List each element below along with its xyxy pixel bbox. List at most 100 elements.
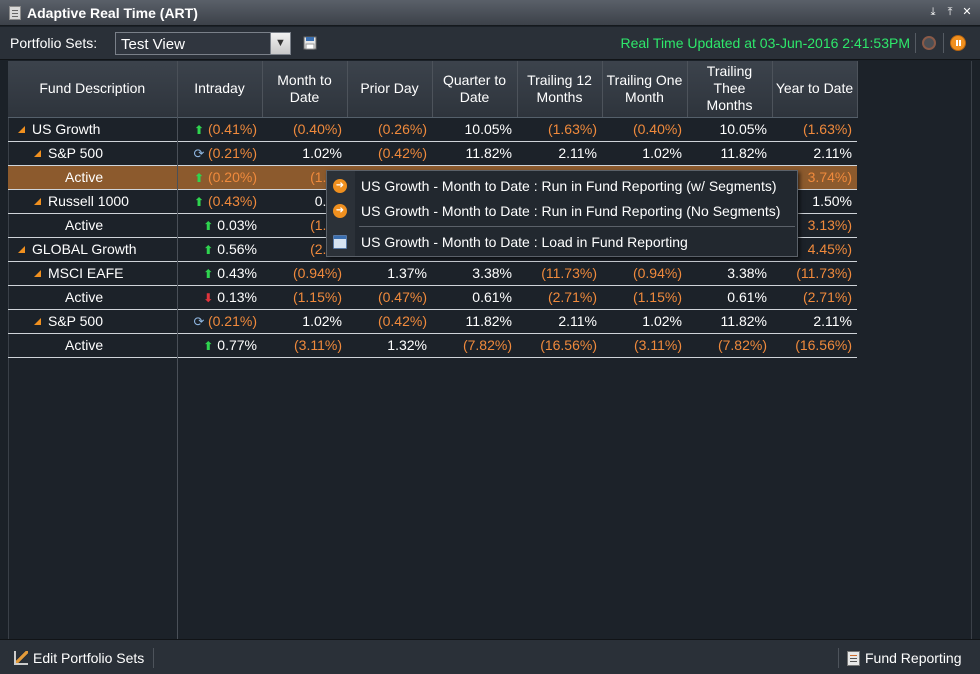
value-cell[interactable]: 2.11% [517,309,602,334]
expand-toggle-icon[interactable] [34,150,41,157]
value-cell[interactable]: 11.82% [432,309,517,334]
value-cell[interactable]: (16.56%) [517,333,602,358]
table-row[interactable]: Active ⬇ 0.13% (1.15%) (0.47%) 0.61% (2.71%) (1… [8,285,857,310]
intraday-cell[interactable]: ⬆ 0.43% [177,261,262,286]
value-cell[interactable]: 11.82% [432,141,517,166]
arrow-up-icon: ⬆ [193,123,204,137]
fund-description-cell[interactable]: S&P 500 [8,141,177,166]
expand-toggle-icon[interactable] [18,246,25,253]
value-cell[interactable]: 11.82% [687,309,772,334]
value-cell[interactable]: (3.11%) [262,333,347,358]
value-cell[interactable]: (11.73%) [517,261,602,286]
chevron-down-icon[interactable]: ▼ [270,33,290,54]
value-cell[interactable]: (0.47%) [347,285,432,310]
expand-toggle-icon[interactable] [18,126,25,133]
col-header-trailing-12-months[interactable]: Trailing 12 Months [517,61,603,118]
value-cell[interactable]: (0.40%) [262,117,347,142]
intraday-cell[interactable]: ⬆ 0.03% [177,213,262,238]
maximize-icon[interactable]: ⤒ [947,5,953,18]
fund-description-cell[interactable]: Active [8,213,177,238]
value-cell[interactable]: 2.11% [517,141,602,166]
value-cell[interactable]: (1.15%) [602,285,687,310]
fund-description-cell[interactable]: Active [8,333,177,358]
intraday-cell[interactable]: ⬆ 0.56% [177,237,262,262]
portfolio-sets-select[interactable]: Test View ▼ [115,32,291,55]
value-cell[interactable]: 11.82% [687,141,772,166]
expand-toggle-icon[interactable] [34,270,41,277]
table-row[interactable]: S&P 500 ⟳ (0.21%) 1.02% (0.42%) 11.82% 2.11% 1.… [8,141,857,166]
fund-reporting-button[interactable]: Fund Reporting [847,650,962,666]
table-row[interactable]: MSCI EAFE ⬆ 0.43% (0.94%) 1.37% 3.38% (11.73%)… [8,261,857,286]
intraday-cell[interactable]: ⬆ (0.41%) [177,117,262,142]
cell-value: 0.56% [217,241,257,257]
fund-description-cell[interactable]: US Growth [8,117,177,142]
value-cell[interactable]: (0.42%) [347,141,432,166]
stop-icon[interactable] [922,36,936,50]
fund-description-cell[interactable]: S&P 500 [8,309,177,334]
col-header-year-to-date[interactable]: Year to Date [772,61,858,118]
col-header-month-to-date[interactable]: Month to Date [262,61,348,118]
value-cell[interactable]: 1.37% [347,261,432,286]
intraday-cell[interactable]: ⬆ (0.20%) [177,165,262,190]
intraday-cell[interactable]: ⬆ (0.43%) [177,189,262,214]
fund-description-cell[interactable]: Active [8,285,177,310]
save-icon[interactable] [303,34,317,51]
value-cell[interactable]: (0.94%) [262,261,347,286]
col-header-trailing-one-month[interactable]: Trailing One Month [602,61,688,118]
value-cell[interactable]: (2.71%) [517,285,602,310]
value-cell[interactable]: 1.02% [602,309,687,334]
col-header-trailing-three-months[interactable]: Trailing Thee Months [687,61,773,118]
value-cell[interactable]: (7.82%) [687,333,772,358]
col-header-prior-day[interactable]: Prior Day [347,61,433,118]
fund-description-cell[interactable]: MSCI EAFE [8,261,177,286]
value-cell[interactable]: (0.40%) [602,117,687,142]
col-header-fund-description[interactable]: Fund Description [8,61,178,118]
menu-item-run-no-segments[interactable]: ➜ US Growth - Month to Date : Run in Fun… [327,199,797,223]
value-cell[interactable]: (0.42%) [347,309,432,334]
col-header-quarter-to-date[interactable]: Quarter to Date [432,61,518,118]
value-cell[interactable]: (0.94%) [602,261,687,286]
expand-toggle-icon[interactable] [34,198,41,205]
value-cell[interactable]: 0.61% [687,285,772,310]
value-cell[interactable]: 0.61% [432,285,517,310]
minimize-icon[interactable]: ⤓ [930,5,936,18]
menu-item-load-in-fund-reporting[interactable]: US Growth - Month to Date : Load in Fund… [327,230,797,254]
value-cell[interactable]: 3.38% [432,261,517,286]
col-header-intraday[interactable]: Intraday [177,61,263,118]
value-cell[interactable]: (1.63%) [517,117,602,142]
expand-toggle-icon[interactable] [34,318,41,325]
fund-description-cell[interactable]: Russell 1000 [8,189,177,214]
cell-value: (1.15%) [632,289,682,305]
value-cell[interactable]: 1.02% [602,141,687,166]
intraday-cell[interactable]: ⬇ 0.13% [177,285,262,310]
table-row[interactable]: Active ⬆ 0.77% (3.11%) 1.32% (7.82%) (16.56%) (… [8,333,857,358]
value-cell[interactable]: 2.11% [772,141,857,166]
intraday-cell[interactable]: ⟳ (0.21%) [177,309,262,334]
pause-icon[interactable] [950,35,966,51]
value-cell[interactable]: (2.71%) [772,285,857,310]
edit-portfolio-sets-button[interactable]: Edit Portfolio Sets [14,650,144,666]
value-cell[interactable]: (1.63%) [772,117,857,142]
value-cell[interactable]: (1.15%) [262,285,347,310]
value-cell[interactable]: (16.56%) [772,333,857,358]
close-icon[interactable]: ✕ [962,5,972,18]
value-cell[interactable]: (7.82%) [432,333,517,358]
cell-value: (3.11%) [294,337,342,353]
value-cell[interactable]: 2.11% [772,309,857,334]
value-cell[interactable]: 1.02% [262,141,347,166]
value-cell[interactable]: 10.05% [432,117,517,142]
value-cell[interactable]: (11.73%) [772,261,857,286]
value-cell[interactable]: (3.11%) [602,333,687,358]
value-cell[interactable]: 10.05% [687,117,772,142]
value-cell[interactable]: (0.26%) [347,117,432,142]
intraday-cell[interactable]: ⟳ (0.21%) [177,141,262,166]
fund-description-cell[interactable]: Active [8,165,177,190]
menu-item-run-with-segments[interactable]: ➜ US Growth - Month to Date : Run in Fun… [327,174,797,198]
value-cell[interactable]: 1.02% [262,309,347,334]
value-cell[interactable]: 3.38% [687,261,772,286]
fund-description-cell[interactable]: GLOBAL Growth [8,237,177,262]
intraday-cell[interactable]: ⬆ 0.77% [177,333,262,358]
value-cell[interactable]: 1.32% [347,333,432,358]
table-row[interactable]: S&P 500 ⟳ (0.21%) 1.02% (0.42%) 11.82% 2.11% 1.… [8,309,857,334]
table-row[interactable]: US Growth ⬆ (0.41%) (0.40%) (0.26%) 10.05% (1.… [8,117,857,142]
